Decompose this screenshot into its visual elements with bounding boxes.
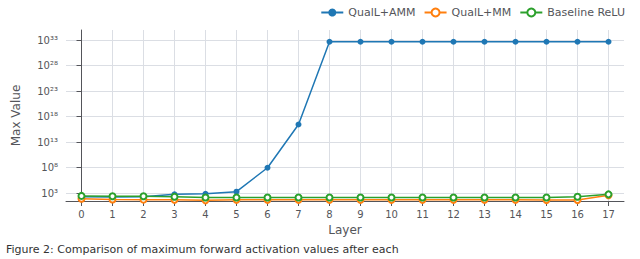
svg-text:12: 12 <box>447 209 460 220</box>
svg-text:5: 5 <box>233 209 239 220</box>
svg-text:10¹³: 10¹³ <box>37 137 58 148</box>
svg-text:9: 9 <box>357 209 363 220</box>
svg-text:Baseline ReLU: Baseline ReLU <box>547 6 625 19</box>
svg-text:0: 0 <box>78 209 84 220</box>
svg-text:QualL+MM: QualL+MM <box>452 6 512 19</box>
svg-text:10¹⁸: 10¹⁸ <box>37 111 58 122</box>
svg-text:QualL+AMM: QualL+AMM <box>348 6 415 19</box>
svg-text:16: 16 <box>571 209 584 220</box>
svg-text:10²⁸: 10²⁸ <box>37 60 58 71</box>
svg-text:Layer: Layer <box>328 223 362 237</box>
svg-text:2: 2 <box>140 209 146 220</box>
svg-text:17: 17 <box>602 209 615 220</box>
svg-text:6: 6 <box>264 209 270 220</box>
svg-text:10⁸: 10⁸ <box>41 162 58 173</box>
svg-text:10²³: 10²³ <box>37 86 58 97</box>
svg-text:13: 13 <box>478 209 491 220</box>
svg-text:Figure 2: Comparison of maximu: Figure 2: Comparison of maximum forward … <box>6 243 399 256</box>
svg-text:Max Value: Max Value <box>9 85 23 147</box>
svg-text:10³: 10³ <box>41 188 58 199</box>
svg-text:8: 8 <box>326 209 332 220</box>
svg-text:7: 7 <box>295 209 301 220</box>
svg-text:15: 15 <box>540 209 553 220</box>
svg-text:14: 14 <box>509 209 522 220</box>
svg-text:3: 3 <box>171 209 177 220</box>
svg-text:10: 10 <box>385 209 398 220</box>
svg-text:10³³: 10³³ <box>37 35 58 46</box>
svg-text:4: 4 <box>202 209 208 220</box>
svg-text:11: 11 <box>416 209 429 220</box>
svg-text:1: 1 <box>109 209 115 220</box>
